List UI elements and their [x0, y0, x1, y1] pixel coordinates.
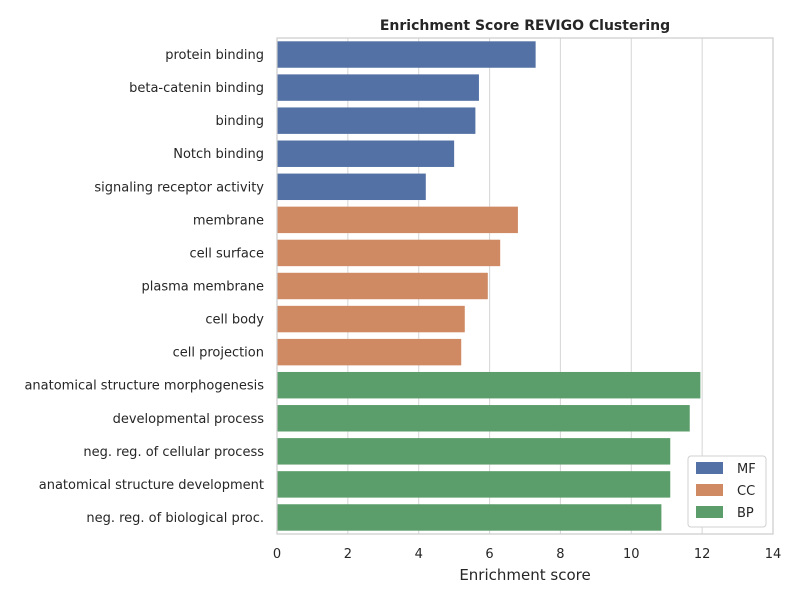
y-tick-label: binding — [216, 114, 264, 129]
legend-label-mf: MF — [737, 462, 756, 477]
legend-swatch-bp — [696, 506, 723, 518]
x-tick-label: 14 — [765, 547, 782, 562]
y-tick-labels: protein binding beta-catenin binding bindi… — [24, 48, 264, 526]
x-tick-label: 8 — [556, 547, 564, 562]
bar-bp[interactable] — [277, 438, 671, 465]
y-tick-label: beta-catenin binding — [129, 81, 264, 96]
x-tick-label: 0 — [273, 547, 281, 562]
x-tick-labels: 0 2 4 6 8 10 12 14 — [273, 547, 781, 562]
bar-cc[interactable] — [277, 206, 518, 234]
legend-label-cc: CC — [737, 484, 755, 499]
bar-cc[interactable] — [277, 272, 488, 300]
legend[interactable]: MF CC BP — [687, 455, 767, 528]
x-tick-label: 10 — [623, 547, 640, 562]
y-tick-label: cell projection — [173, 346, 264, 361]
bar-mf[interactable] — [277, 41, 536, 68]
y-tick-label: protein binding — [165, 48, 264, 63]
bar-cc[interactable] — [277, 338, 462, 366]
bar-bp[interactable] — [277, 471, 671, 498]
legend-swatch-mf — [696, 462, 723, 474]
y-tick-label: developmental process — [113, 412, 265, 427]
x-tick-label: 6 — [485, 547, 493, 562]
bar-mf[interactable] — [277, 107, 476, 134]
x-tick-label: 4 — [415, 547, 423, 562]
y-tick-label: anatomical structure morphogenesis — [24, 379, 264, 394]
y-tick-label: cell body — [205, 313, 264, 328]
y-tick-label: neg. reg. of cellular process — [83, 445, 264, 460]
y-tick-label: Notch binding — [173, 147, 264, 162]
bar-mf[interactable] — [277, 74, 479, 101]
y-tick-label: plasma membrane — [142, 280, 265, 295]
y-tick-label: anatomical structure development — [39, 478, 264, 493]
plot-frame — [276, 37, 774, 535]
y-tick-label: signaling receptor activity — [94, 180, 264, 195]
bars — [277, 41, 701, 531]
x-tick-label: 12 — [694, 547, 711, 562]
x-axis-label: Enrichment score — [459, 566, 590, 584]
x-tick-label: 2 — [344, 547, 352, 562]
bar-mf[interactable] — [277, 140, 455, 167]
bar-mf[interactable] — [277, 173, 426, 201]
y-tick-label: cell surface — [189, 246, 264, 261]
bar-cc[interactable] — [277, 239, 501, 267]
bar-cc[interactable] — [277, 305, 465, 333]
bar-bp[interactable] — [277, 371, 701, 399]
y-tick-label: neg. reg. of biological proc. — [86, 511, 264, 526]
legend-items: MF CC BP — [696, 462, 756, 521]
chart-title: Enrichment Score REVIGO Clustering — [380, 18, 670, 34]
legend-label-bp: BP — [737, 506, 754, 521]
y-tick-label: membrane — [193, 213, 264, 228]
bar-bp[interactable] — [277, 504, 662, 531]
legend-swatch-cc — [696, 484, 723, 496]
bar-bp[interactable] — [277, 405, 690, 432]
